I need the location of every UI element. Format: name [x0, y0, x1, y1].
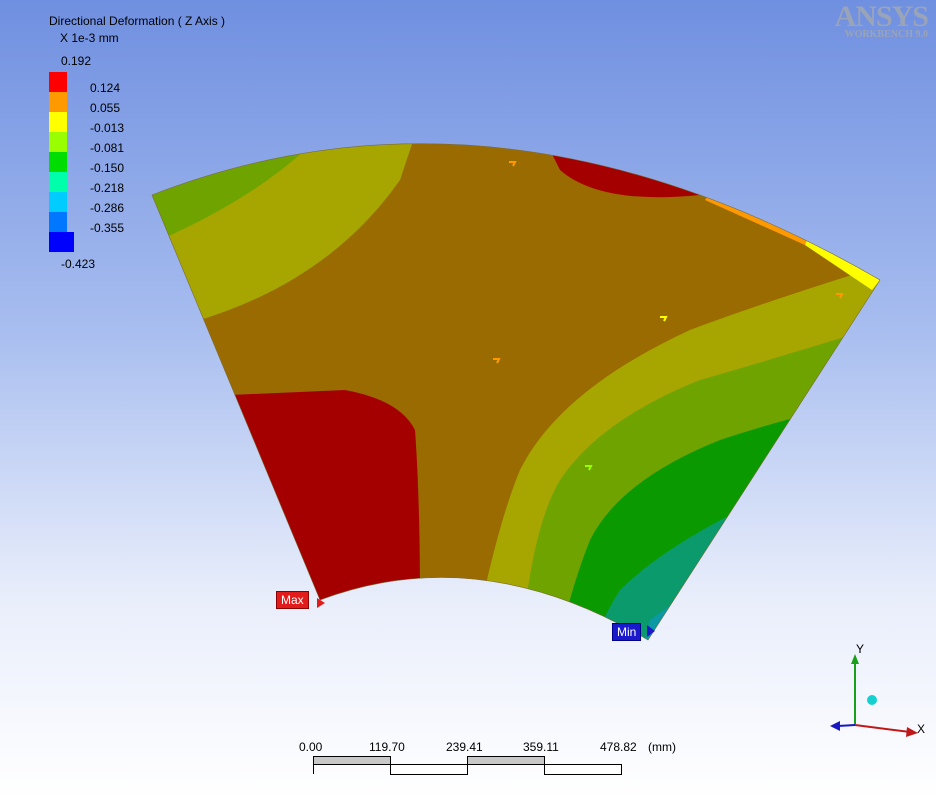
legend-swatch-2 [49, 92, 67, 112]
y-axis-label: Y [856, 642, 865, 656]
z-axis-line [837, 724, 856, 727]
legend-max-value: 0.192 [61, 54, 92, 68]
legend-level-8: -0.355 [90, 221, 125, 235]
scale-tick-5: 478.82 [600, 740, 637, 754]
legend-units: X 1e-3 mm [60, 31, 119, 45]
legend-color-bar [49, 72, 74, 252]
scale-tick-1: 0.00 [299, 740, 323, 754]
legend-level-4: -0.081 [90, 141, 125, 155]
max-marker-label: Max [276, 591, 309, 609]
contour-plot [152, 143, 880, 640]
legend-level-7: -0.286 [90, 201, 125, 215]
axis-triad[interactable] [820, 640, 930, 750]
logo-brand: ANSYS [834, 0, 929, 33]
min-marker-label: Min [612, 623, 642, 641]
logo-product: WORKBENCH 9.0 [844, 29, 928, 40]
legend-swatch-4 [49, 132, 67, 152]
legend-min-value: -0.423 [61, 257, 96, 271]
legend-swatch-6 [49, 172, 67, 192]
min-marker-pointer [647, 625, 655, 637]
scale-ruler-bar [313, 756, 622, 775]
contour-probe-ticks [493, 161, 844, 471]
legend-level-3: -0.013 [90, 121, 125, 135]
x-axis-line [854, 724, 911, 733]
legend-level-labels: 0.124 0.055 -0.013 -0.081 -0.150 -0.218 … [90, 81, 124, 241]
contour-band-red-max [230, 390, 420, 620]
y-axis-arrow [851, 654, 859, 664]
legend-level-2: 0.055 [90, 101, 121, 115]
z-axis-arrow [830, 721, 840, 731]
legend-swatch-5 [49, 152, 67, 172]
legend-level-1: 0.124 [90, 81, 121, 95]
sector-outline [151, 143, 881, 641]
legend-swatch-9 [49, 232, 74, 252]
scale-unit: (mm) [648, 740, 676, 754]
legend-swatch-8 [49, 212, 67, 232]
legend-level-5: -0.150 [90, 161, 125, 175]
view-center-sphere [867, 695, 877, 705]
legend-level-6: -0.218 [90, 181, 125, 195]
scale-tick-2: 119.70 [369, 740, 405, 754]
scale-tick-3: 239.41 [446, 740, 483, 754]
legend-title: Directional Deformation ( Z Axis ) [49, 14, 226, 28]
max-marker-pointer [317, 598, 325, 608]
ansys-logo: ANSYS WORKBENCH 9.0 [834, 0, 929, 40]
x-axis-arrow [906, 727, 918, 737]
x-axis-label: X [917, 722, 926, 736]
legend-swatch-1 [49, 72, 67, 92]
legend-swatch-3 [49, 112, 67, 132]
scale-tick-4: 359.11 [523, 740, 559, 754]
legend-swatch-7 [49, 192, 67, 212]
